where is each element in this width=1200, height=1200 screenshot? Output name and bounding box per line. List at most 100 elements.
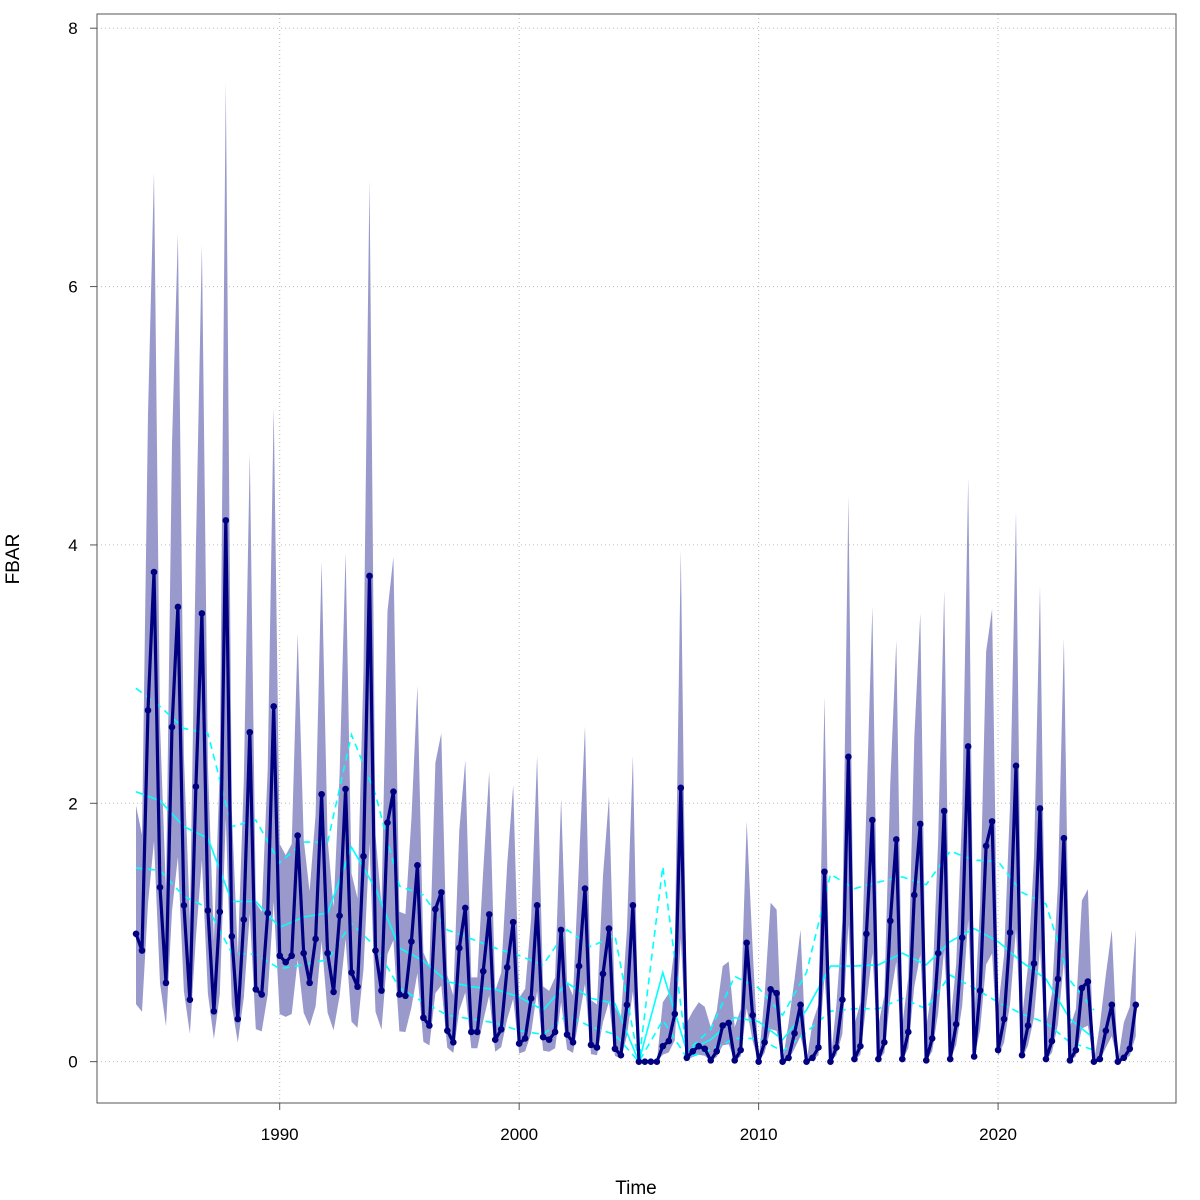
- data-point: [450, 1038, 457, 1046]
- data-point: [994, 1046, 1002, 1054]
- data-point: [509, 918, 517, 926]
- data-point: [898, 1055, 906, 1063]
- data-point: [731, 1057, 738, 1064]
- data-point: [366, 572, 373, 580]
- data-point: [761, 1038, 768, 1046]
- data-point: [569, 1038, 577, 1046]
- data-point: [755, 1058, 762, 1065]
- data-point: [689, 1048, 697, 1055]
- data-point: [234, 1015, 242, 1023]
- data-point: [300, 949, 307, 957]
- data-point: [144, 706, 152, 714]
- data-point: [252, 986, 260, 993]
- data-point: [168, 723, 176, 731]
- data-point: [791, 1029, 798, 1037]
- x-tick-label: 2000: [500, 1125, 538, 1144]
- data-point: [1042, 1055, 1050, 1063]
- data-point: [461, 904, 469, 912]
- data-point: [204, 907, 212, 914]
- data-point: [976, 987, 984, 994]
- y-tick-label: 4: [68, 536, 77, 555]
- data-point: [1030, 960, 1038, 967]
- data-point: [503, 964, 511, 971]
- data-point: [198, 610, 206, 617]
- data-point: [180, 902, 188, 909]
- data-point: [432, 905, 439, 913]
- data-point: [743, 939, 750, 947]
- data-point: [887, 917, 894, 925]
- y-tick-label: 6: [68, 278, 77, 297]
- data-point: [551, 1028, 559, 1036]
- data-point: [737, 1046, 744, 1054]
- data-point: [539, 1033, 547, 1041]
- data-point: [605, 925, 613, 932]
- data-point: [809, 1054, 816, 1062]
- data-point: [833, 1044, 840, 1051]
- data-point: [665, 1037, 673, 1045]
- data-point: [869, 816, 876, 824]
- data-point: [1066, 1057, 1074, 1064]
- data-point: [138, 947, 146, 954]
- annual-mean-line: [135, 790, 1095, 1065]
- data-point: [641, 1058, 649, 1065]
- data-point: [330, 988, 337, 996]
- data-point: [1108, 1001, 1116, 1009]
- data-point: [456, 944, 463, 952]
- y-axis-label: FBAR: [3, 534, 24, 585]
- data-point: [426, 1022, 433, 1029]
- data-point: [881, 1038, 888, 1046]
- data-point: [1054, 975, 1062, 983]
- data-point: [1060, 834, 1068, 842]
- data-point: [725, 1019, 732, 1027]
- data-point: [815, 1044, 822, 1051]
- data-point: [1000, 1015, 1008, 1023]
- data-point: [851, 1055, 858, 1063]
- data-point: [934, 949, 942, 957]
- data-point: [982, 842, 990, 850]
- data-point: [677, 784, 685, 792]
- data-point: [384, 819, 391, 826]
- data-point: [282, 958, 289, 966]
- data-point: [402, 992, 409, 1000]
- data-point: [174, 603, 182, 611]
- data-point: [922, 1057, 930, 1064]
- data-point: [1126, 1045, 1134, 1053]
- data-point: [396, 991, 403, 998]
- data-point: [1102, 1027, 1110, 1034]
- data-point: [318, 790, 325, 798]
- data-point: [1018, 1051, 1026, 1059]
- data-point: [1084, 978, 1092, 985]
- data-point: [390, 788, 397, 795]
- data-point: [779, 1058, 786, 1065]
- data-point: [904, 1028, 912, 1036]
- data-point: [988, 818, 996, 825]
- data-point: [1090, 1058, 1098, 1065]
- data-point: [342, 785, 349, 793]
- uncertainty-band: [136, 82, 1136, 1062]
- band-area: [136, 82, 1136, 1062]
- data-point: [162, 979, 170, 987]
- data-point: [797, 1001, 804, 1009]
- data-point: [958, 934, 966, 941]
- data-point: [408, 938, 415, 945]
- series-line: [134, 518, 1138, 1064]
- data-point: [803, 1058, 810, 1065]
- data-point: [360, 852, 367, 860]
- data-point: [467, 1028, 475, 1036]
- data-point: [378, 987, 385, 994]
- data-point: [246, 728, 254, 736]
- data-point: [629, 902, 637, 909]
- data-point: [491, 1036, 499, 1044]
- data-point: [132, 930, 140, 938]
- y-axis: 0 2 4 6 8: [68, 19, 97, 1072]
- data-point: [521, 1035, 529, 1042]
- quarterly-series: [132, 517, 1140, 1065]
- data-point: [156, 883, 164, 891]
- data-point: [821, 868, 828, 876]
- x-axis: 1990 2000 2010 2020: [261, 1103, 1017, 1144]
- data-point: [695, 1042, 703, 1050]
- data-point: [893, 836, 900, 843]
- data-point: [599, 970, 607, 978]
- data-point: [773, 989, 780, 997]
